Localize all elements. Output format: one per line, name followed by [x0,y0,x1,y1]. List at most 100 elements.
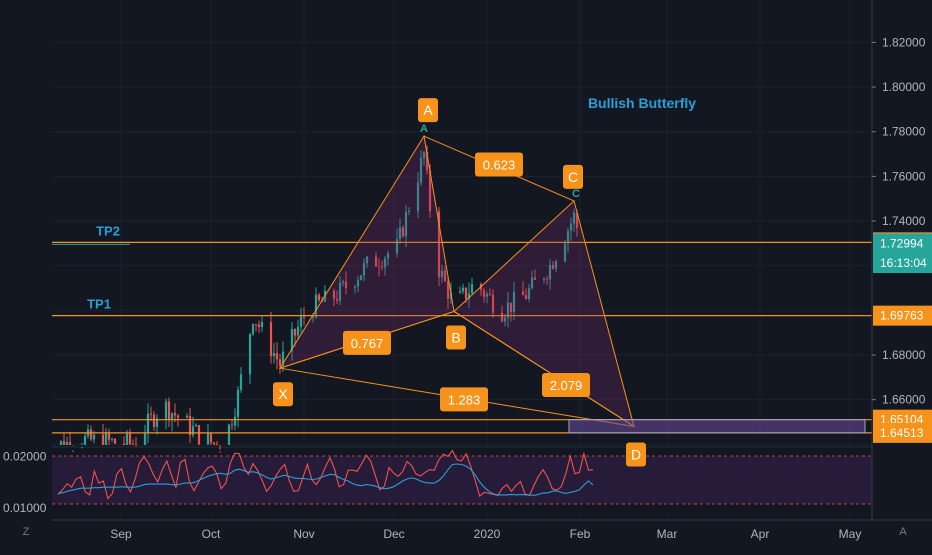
candle-body-78 [383,258,387,268]
candle-body-117 [548,264,552,280]
candle-body-26 [167,401,171,421]
price-badge-label-3: 1.69763 [880,309,924,323]
point-label-a: A [423,102,433,118]
candle-body-36 [209,433,213,443]
oscillator-tick-1: 0.01000 [3,501,47,515]
candle-body-70 [353,286,357,288]
candle-body-50 [269,322,273,357]
candle-body-113 [530,277,534,289]
candle-body-87 [422,152,426,158]
candle-body-88 [425,152,429,171]
candle-body-41 [230,424,234,426]
price-tick-4: 1.74000 [882,214,926,228]
candle-body-19 [134,445,138,447]
timezone-icon[interactable]: Z [23,526,30,538]
oscillator-tick-0: 0.02000 [3,449,47,463]
point-label-d: D [631,446,641,462]
candle-body-79 [386,253,390,259]
price-axis-ticks: 1.82000 1.80000 1.78000 1.76000 1.74000 1.680… [872,35,926,407]
price-badge-5 [873,422,932,443]
candle-body-82 [401,227,405,237]
candle-body-58 [299,316,303,327]
candle-body-69 [344,281,348,288]
candle-body-45 [248,334,252,375]
price-badge-label-2: 16:13:04 [880,256,927,270]
point-label-b: B [451,329,460,345]
candle-body-35 [206,433,210,445]
candle-body-43 [236,389,240,417]
candle-body-103 [488,293,492,295]
candle-body-72 [359,275,363,280]
candle-body-102 [485,293,489,297]
candle-body-2 [65,442,69,445]
oscillator-series-0 [57,449,594,500]
candle-body-0 [59,441,63,445]
candle-body-4 [71,450,75,452]
point-badge-d [626,442,646,467]
candle-body-39 [218,451,222,453]
candle-body-33 [194,425,198,427]
candle-body-48 [257,324,261,328]
ratio-label-1: 0.623 [483,158,516,173]
candle-body-11 [104,433,108,445]
time-tick-0: Sep [110,527,132,541]
price-tick-2: 1.78000 [882,125,926,139]
candle-body-67 [338,282,342,301]
time-tick-2: Nov [293,527,314,541]
price-badge-label-1: 1.72994 [880,236,924,250]
candle-body-22 [149,413,153,415]
candle-body-46 [251,324,255,335]
candle-body-28 [173,413,177,416]
time-tick-7: Apr [751,527,770,541]
auto-scale-icon[interactable]: A [899,526,907,538]
point-label-c: C [568,169,578,185]
candle-body-74 [365,256,369,264]
candle-body-6 [83,436,87,445]
candle-body-25 [164,401,168,419]
candle-body-101 [482,290,486,297]
price-badge-1 [873,233,932,254]
price-tick-1: 1.80000 [882,80,926,94]
main-grid [52,0,872,520]
candle-body-18 [131,444,135,445]
oscillator-band [52,456,872,504]
candle-body-34 [197,425,201,445]
price-tick-0: 1.82000 [882,35,926,49]
candle-body-30 [185,415,189,418]
candle-body-119 [554,261,558,269]
candle-body-85 [416,182,420,212]
candle-body-27 [170,413,174,421]
candle-body-111 [524,295,528,299]
price-tick-6: 1.66000 [882,393,926,407]
candle-body-96 [461,287,465,292]
candle-body-8 [89,429,93,440]
candle-body-21 [146,413,150,434]
level-label-tp1: TP1 [87,297,111,312]
candle-body-56 [293,329,297,336]
candle-body-66 [335,298,339,301]
candle-body-52 [275,353,279,360]
candle-body-76 [377,266,381,268]
candle-body-9 [92,434,96,440]
pattern-title: Bullish Butterfly [588,95,696,111]
candle-body-42 [233,416,237,426]
candle-body-62 [317,294,321,301]
candle-body-107 [506,302,510,318]
candle-body-97 [464,287,468,299]
candle-body-105 [500,312,504,322]
point-badge-x [273,382,293,407]
candle-body-10 [101,434,105,445]
candle-body-89 [428,170,432,212]
ratio-label-2: 2.079 [550,378,583,393]
candle-body-91 [440,270,444,278]
oscillator-axis-ticks: 0.02000 0.01000 [3,449,47,515]
candle-body-15 [122,443,126,445]
ratio-badge-1 [475,152,523,177]
candle-body-114 [533,277,537,280]
candle-body-40 [227,424,231,445]
price-tick-5: 1.68000 [882,348,926,362]
candle-body-3 [68,442,72,445]
candle-body-109 [512,291,516,312]
candle-body-5 [80,447,84,449]
